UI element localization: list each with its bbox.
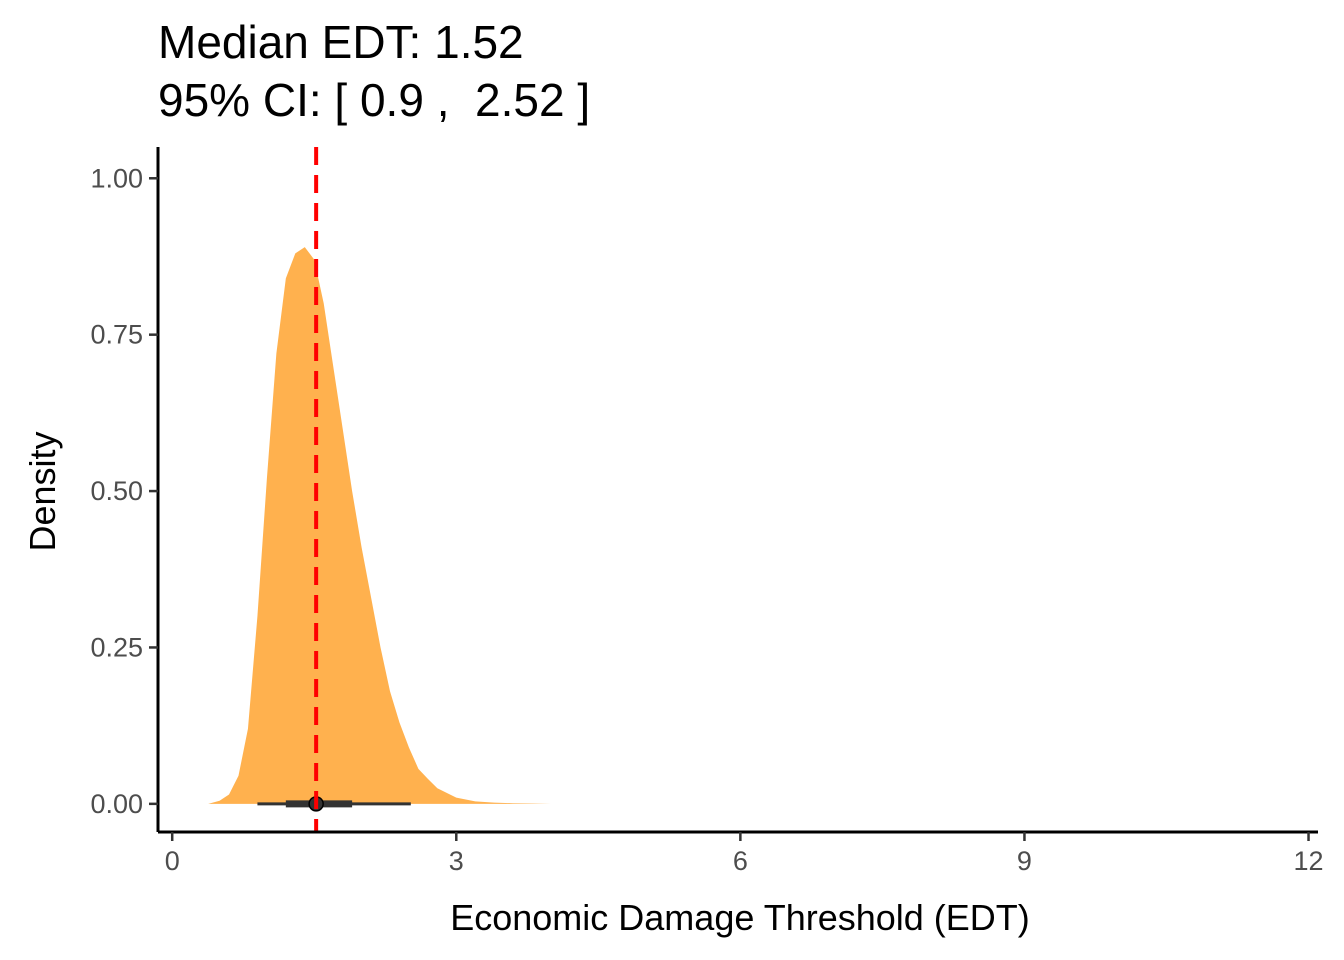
- x-tick-label: 12: [1294, 846, 1324, 876]
- y-tick-label: 0.75: [90, 320, 143, 350]
- x-axis-title: Economic Damage Threshold (EDT): [450, 897, 1030, 938]
- y-tick-label: 0.00: [90, 789, 143, 819]
- y-axis-title: Density: [22, 431, 63, 551]
- density-area: [208, 247, 551, 804]
- y-tick-label: 1.00: [90, 163, 143, 193]
- x-tick-label: 3: [449, 846, 464, 876]
- x-tick-label: 0: [165, 846, 180, 876]
- chart-title-line-2: 95% CI: [ 0.9 , 2.52 ]: [158, 74, 591, 126]
- chart-title-line-1: Median EDT: 1.52: [158, 16, 524, 68]
- y-tick-label: 0.25: [90, 632, 143, 662]
- x-tick-label: 6: [733, 846, 748, 876]
- y-tick-label: 0.50: [90, 476, 143, 506]
- x-tick-label: 9: [1017, 846, 1032, 876]
